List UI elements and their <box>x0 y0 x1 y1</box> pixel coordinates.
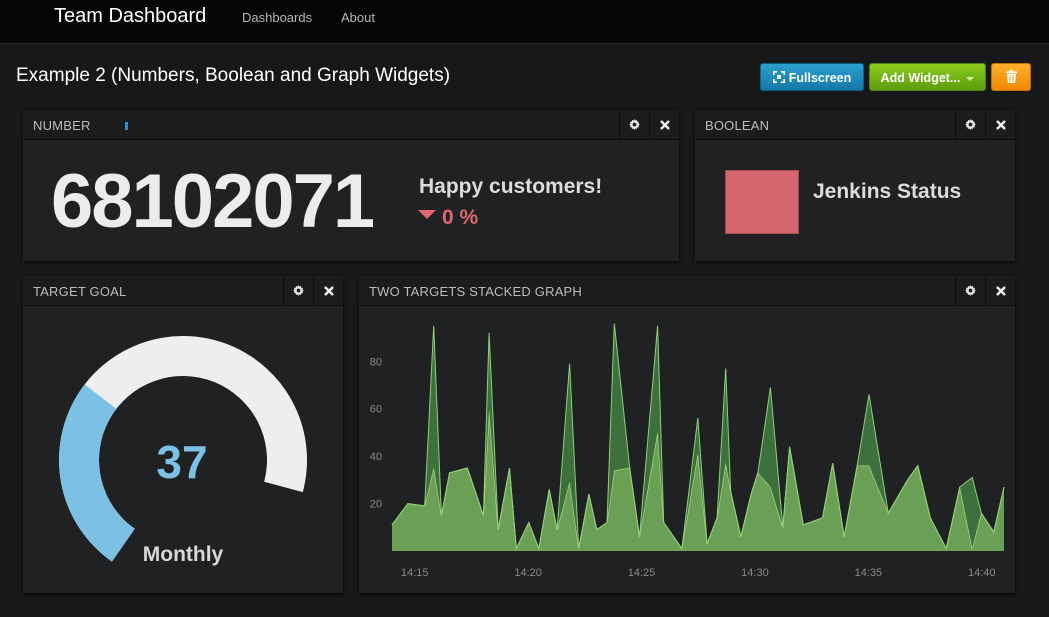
target-goal-widget: TARGET GOAL 37 Monthly <box>23 276 343 593</box>
widget-header: NUMBER <box>23 110 679 140</box>
boolean-status-indicator <box>725 170 799 234</box>
fullscreen-label: Fullscreen <box>788 71 852 85</box>
stacked-area-chart: 20 40 60 80 14:15 14:20 14:25 14:30 14:35 14:40 <box>370 323 1005 579</box>
gauge-label: Monthly <box>143 543 224 566</box>
loading-indicator <box>125 122 128 130</box>
widget-body: 20 40 60 80 14:15 14:20 14:25 14:30 14:35 14:40 <box>359 306 1015 593</box>
widget-close-button[interactable] <box>985 276 1015 305</box>
x-tick-label: 14:35 <box>855 567 883 579</box>
y-tick-label: 60 <box>370 404 382 416</box>
gear-icon <box>965 285 976 296</box>
close-icon <box>995 285 1006 296</box>
gear-icon <box>629 119 640 130</box>
widget-body: 68102071 Happy customers! 0 % <box>23 140 679 261</box>
top-navbar: Team Dashboard Dashboards About <box>0 0 1049 44</box>
stacked-graph-widget: TWO TARGETS STACKED GRAPH 20 40 60 80 14:15 1… <box>359 276 1015 593</box>
gauge-track <box>59 336 307 562</box>
widget-title: TARGET GOAL <box>33 284 127 299</box>
fullscreen-icon <box>772 65 785 93</box>
series-area-2 <box>392 323 1004 549</box>
nav-link-dashboards[interactable]: Dashboards <box>242 10 313 25</box>
page-title: Example 2 (Numbers, Boolean and Graph Wi… <box>16 65 451 86</box>
widget-body: Jenkins Status <box>695 140 1015 261</box>
widget-settings-button[interactable] <box>955 110 985 139</box>
x-tick-label: 14:15 <box>401 567 429 579</box>
x-tick-label: 14:30 <box>741 567 769 579</box>
number-widget: NUMBER 68102071 Happy customers! 0 % <box>23 110 679 261</box>
nav-link-about[interactable]: About <box>341 10 375 25</box>
delete-dashboard-button[interactable] <box>991 63 1031 91</box>
widget-settings-button[interactable] <box>955 276 985 305</box>
gear-icon <box>965 119 976 130</box>
add-widget-label: Add Widget... <box>880 71 961 85</box>
gauge-fill <box>58 384 135 562</box>
widget-settings-button[interactable] <box>619 110 649 139</box>
widget-title: NUMBER <box>33 118 91 133</box>
arrow-down-icon <box>418 209 436 219</box>
close-icon <box>659 119 670 130</box>
close-icon <box>323 285 334 296</box>
x-tick-label: 14:40 <box>968 567 996 579</box>
widget-title: BOOLEAN <box>705 118 770 133</box>
x-tick-label: 14:25 <box>628 567 656 579</box>
add-widget-button[interactable]: Add Widget... <box>869 63 986 91</box>
widget-close-button[interactable] <box>313 276 343 305</box>
y-tick-label: 80 <box>370 356 382 368</box>
y-tick-label: 40 <box>370 451 382 463</box>
widget-body: 37 Monthly <box>23 306 343 593</box>
number-value: 68102071 <box>51 159 375 244</box>
widget-header: BOOLEAN <box>695 110 1015 140</box>
caret-down-icon <box>966 76 975 81</box>
boolean-widget: BOOLEAN Jenkins Status <box>695 110 1015 261</box>
widget-header: TWO TARGETS STACKED GRAPH <box>359 276 1015 306</box>
trash-icon <box>1005 65 1017 93</box>
number-change-value: 0 % <box>442 206 479 229</box>
boolean-label: Jenkins Status <box>813 180 962 203</box>
gear-icon <box>293 285 304 296</box>
widget-close-button[interactable] <box>985 110 1015 139</box>
widget-title: TWO TARGETS STACKED GRAPH <box>369 284 583 299</box>
widget-settings-button[interactable] <box>283 276 313 305</box>
series-line-2 <box>391 323 1005 551</box>
number-change: 0 % <box>418 206 478 230</box>
close-icon <box>995 119 1006 130</box>
widget-close-button[interactable] <box>649 110 679 139</box>
gauge-value: 37 <box>156 436 207 488</box>
x-tick-label: 14:20 <box>514 567 542 579</box>
y-tick-label: 20 <box>370 499 382 511</box>
gauge-chart: 37 Monthly <box>58 336 307 566</box>
widget-header: TARGET GOAL <box>23 276 343 306</box>
brand-title[interactable]: Team Dashboard <box>54 5 207 27</box>
number-label: Happy customers! <box>419 175 603 198</box>
fullscreen-button[interactable]: Fullscreen <box>760 63 864 91</box>
